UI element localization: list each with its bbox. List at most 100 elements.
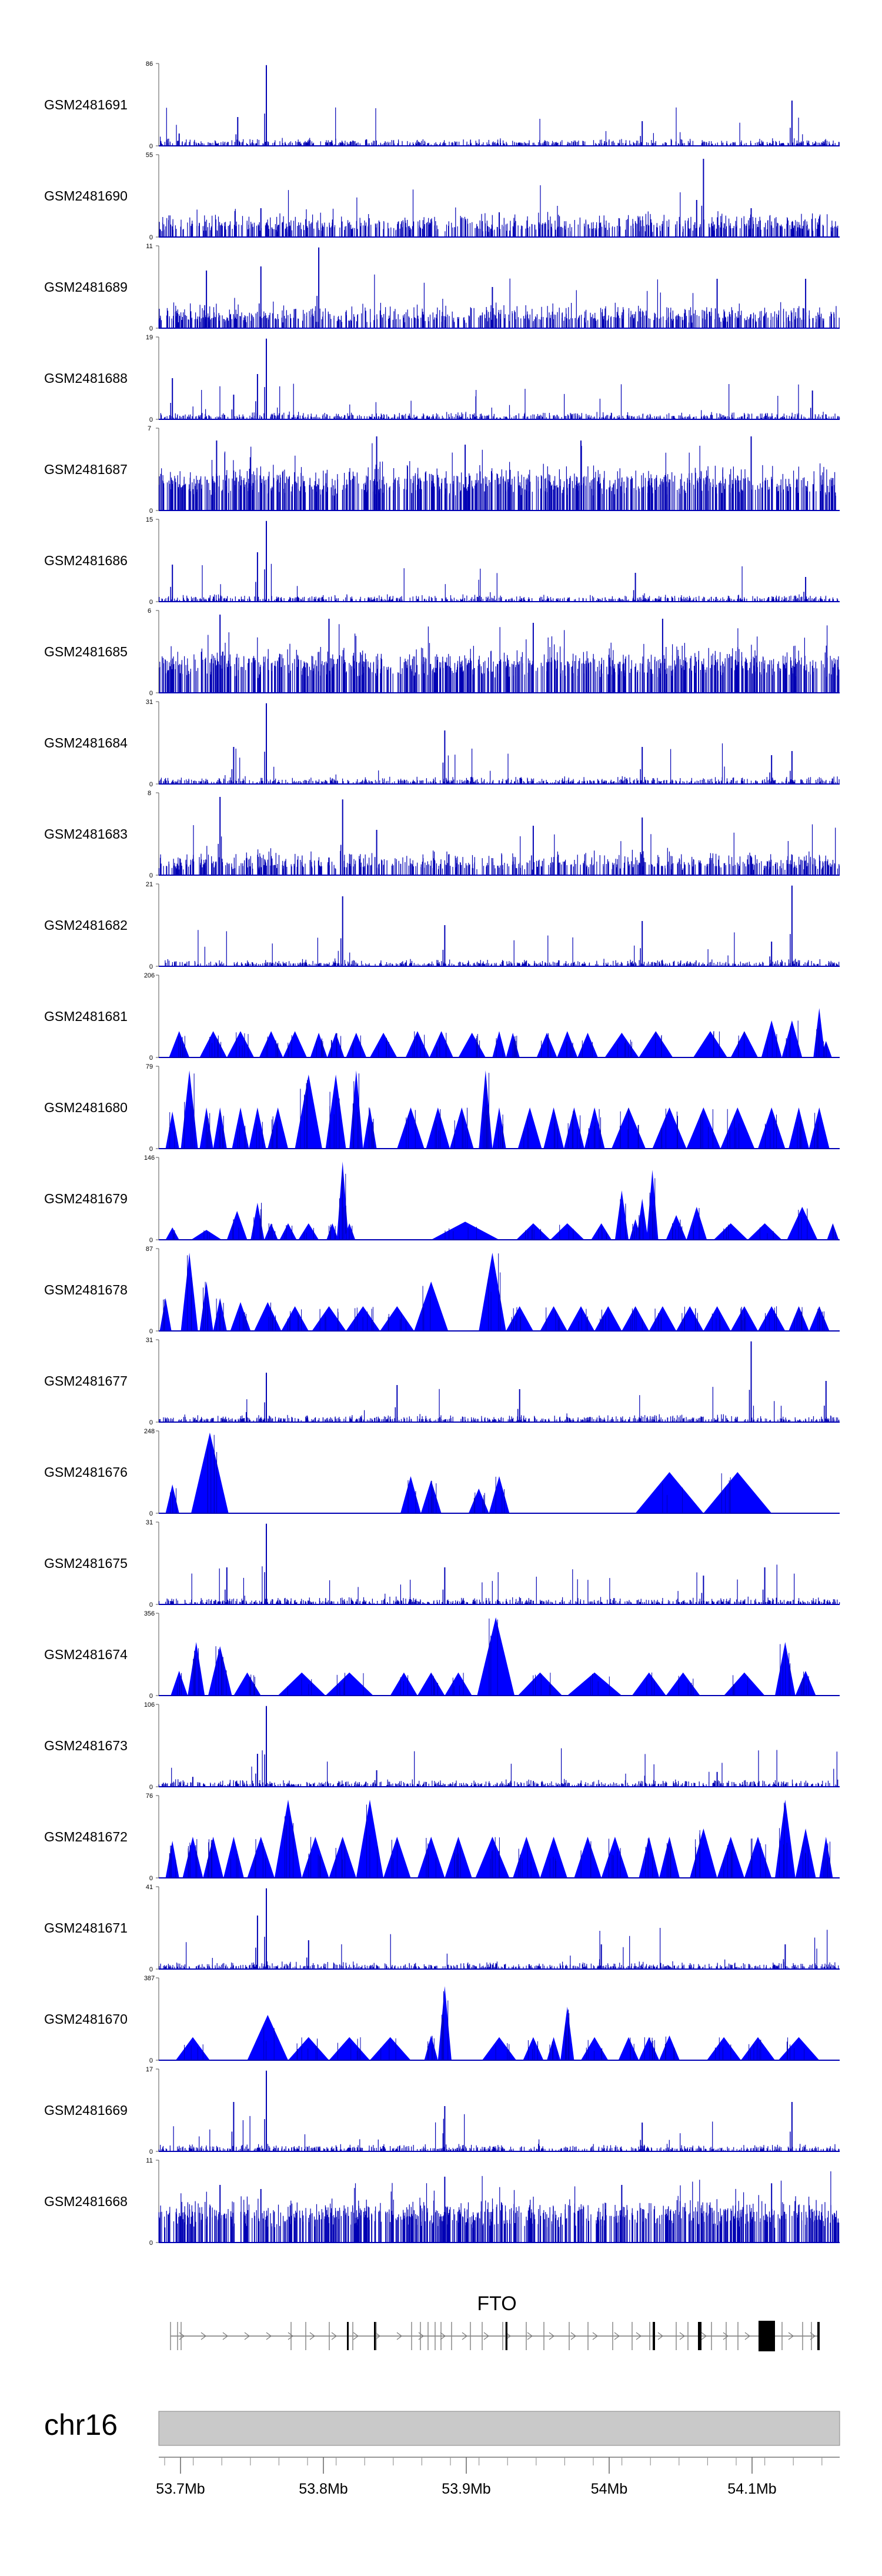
coverage-peak <box>567 1672 622 1696</box>
coverage-peak <box>326 1223 339 1240</box>
track-GSM2481669: GSM2481669 17 0 <box>44 2066 840 2155</box>
gene-exon-coding <box>817 2322 820 2350</box>
track-GSM2481673: GSM2481673 106 0 <box>44 1701 840 1791</box>
strand-arrow-icon <box>244 2332 250 2340</box>
chromosome-label: chr16 <box>44 2408 118 2441</box>
y-max-label: 11 <box>146 2157 152 2164</box>
coverage-peak <box>429 1031 453 1057</box>
track-GSM2481681: GSM2481681 206 0 <box>44 972 840 1062</box>
coverage-peak <box>761 1020 782 1057</box>
track-label: GSM2481684 <box>44 735 128 750</box>
coverage-peak <box>259 1031 283 1057</box>
y-min-label: 0 <box>149 1601 153 1609</box>
coverage-peak <box>468 1489 489 1513</box>
axis-tick-label: 54.1Mb <box>727 2481 776 2497</box>
coverage-peak <box>789 1107 809 1149</box>
track-label: GSM2481675 <box>44 1556 128 1571</box>
coverage-peak <box>666 1215 687 1240</box>
track-GSM2481686: GSM2481686 15 0 <box>44 516 840 606</box>
strand-arrow-icon <box>309 2332 315 2340</box>
coverage-peak <box>758 1306 786 1331</box>
coverage-peak <box>649 1306 677 1331</box>
track-label: GSM2481682 <box>44 917 128 933</box>
coverage-peak <box>349 1070 363 1149</box>
strand-arrow-icon <box>549 2332 554 2340</box>
strand-arrow-icon <box>723 2332 729 2340</box>
y-max-label: 248 <box>144 1428 155 1435</box>
coverage-peak <box>288 2037 329 2060</box>
gene-exon-coding <box>506 2322 507 2350</box>
track-label: GSM2481678 <box>44 1282 128 1297</box>
track-GSM2481691: GSM2481691 86 0 <box>44 61 840 150</box>
coverage-peak <box>283 1031 307 1057</box>
strand-arrow-icon <box>288 2332 293 2340</box>
coverage-peak <box>703 1472 772 1513</box>
coverage-peak <box>203 1837 223 1878</box>
y-min-label: 0 <box>149 1237 153 1244</box>
coverage-peak <box>676 1306 704 1331</box>
strand-arrow-icon <box>788 2332 794 2340</box>
coverage-peak <box>639 1031 673 1057</box>
strand-arrow-icon <box>462 2332 467 2340</box>
coverage-peak <box>513 1837 540 1878</box>
y-max-label: 146 <box>144 1154 155 1162</box>
coverage-peak <box>581 2037 609 2060</box>
coverage-peak <box>567 1306 595 1331</box>
coverage-peak <box>724 1672 765 1696</box>
coverage-peak <box>191 1432 229 1513</box>
coverage-peak <box>489 1476 510 1513</box>
coverage-signal <box>158 824 840 875</box>
y-min-label: 0 <box>149 2057 153 2064</box>
coverage-peak <box>426 1107 450 1149</box>
track-GSM2481683: GSM2481683 8 0 <box>44 790 840 879</box>
coverage-peak <box>254 1302 282 1331</box>
y-min-label: 0 <box>149 1055 153 1062</box>
coverage-peak <box>564 1107 584 1149</box>
strand-arrow-icon <box>201 2332 206 2340</box>
coverage-peak <box>646 1170 659 1240</box>
coverage-peak <box>346 1033 367 1057</box>
y-min-label: 0 <box>149 2240 153 2247</box>
coverage-peak <box>325 1672 373 1696</box>
y-max-label: 21 <box>146 881 153 888</box>
coverage-peak <box>230 1302 251 1331</box>
coverage-tracks: GSM2481691860GSM2481690550GSM2481689110G… <box>44 61 840 2247</box>
coverage-peak <box>431 1222 499 1240</box>
coverage-peak <box>574 1837 602 1878</box>
coverage-peak <box>744 1837 772 1878</box>
coverage-peak <box>492 1107 506 1149</box>
coverage-peak <box>594 1306 622 1331</box>
y-min-label: 0 <box>149 1875 153 1882</box>
coverage-peak <box>636 1199 649 1240</box>
y-max-label: 19 <box>146 334 153 341</box>
coverage-peak <box>380 1306 415 1331</box>
coverage-peak <box>414 1282 449 1331</box>
gene-exon-coding <box>347 2322 349 2350</box>
coverage-peak <box>298 1223 319 1240</box>
coverage-peak <box>517 1672 563 1696</box>
gene-model-track: FTO <box>170 2293 820 2351</box>
coverage-peak <box>233 1672 261 1696</box>
coverage-signal <box>160 107 840 146</box>
strand-arrow-icon <box>592 2332 598 2340</box>
coverage-peak <box>370 1033 397 1057</box>
y-max-label: 387 <box>144 1975 155 1982</box>
y-min-label: 0 <box>149 1510 153 1517</box>
track-label: GSM2481679 <box>44 1191 128 1206</box>
track-GSM2481685: GSM2481685 6 0 <box>44 608 840 697</box>
coverage-peak <box>424 2036 438 2060</box>
coverage-peak <box>477 1617 515 1696</box>
coverage-signal <box>158 1748 838 1787</box>
coverage-peak <box>208 1646 232 1696</box>
coverage-peak <box>639 2037 660 2060</box>
track-GSM2481678: GSM2481678 87 0 <box>44 1246 840 1335</box>
y-min-label: 0 <box>149 416 153 423</box>
y-max-label: 31 <box>146 1337 153 1344</box>
coverage-peak <box>165 1112 179 1149</box>
coverage-peak <box>295 1075 322 1149</box>
track-label: GSM2481683 <box>44 826 128 842</box>
track-label: GSM2481680 <box>44 1100 128 1115</box>
coverage-peak <box>302 1837 329 1878</box>
axis-tick-label: 53.8Mb <box>299 2481 348 2497</box>
coverage-peak <box>713 1223 748 1240</box>
